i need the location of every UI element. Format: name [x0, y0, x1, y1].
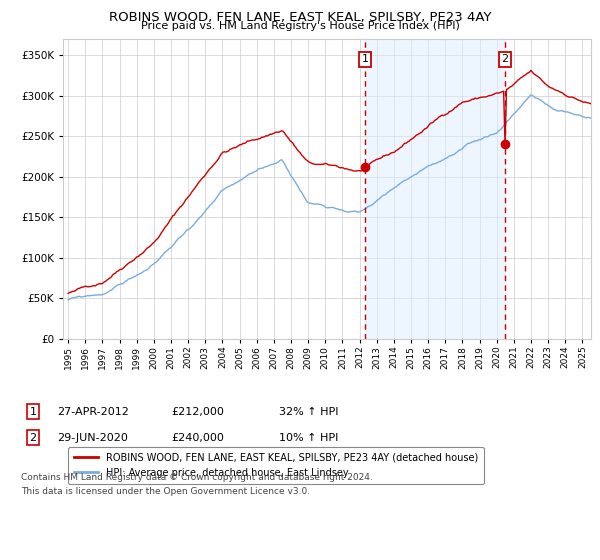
- Text: £212,000: £212,000: [171, 407, 224, 417]
- Text: 32% ↑ HPI: 32% ↑ HPI: [279, 407, 338, 417]
- Text: ROBINS WOOD, FEN LANE, EAST KEAL, SPILSBY, PE23 4AY: ROBINS WOOD, FEN LANE, EAST KEAL, SPILSB…: [109, 11, 491, 24]
- Legend: ROBINS WOOD, FEN LANE, EAST KEAL, SPILSBY, PE23 4AY (detached house), HPI: Avera: ROBINS WOOD, FEN LANE, EAST KEAL, SPILSB…: [68, 447, 484, 483]
- Text: 2: 2: [502, 54, 509, 64]
- Text: This data is licensed under the Open Government Licence v3.0.: This data is licensed under the Open Gov…: [21, 487, 310, 496]
- Text: 10% ↑ HPI: 10% ↑ HPI: [279, 433, 338, 443]
- Text: £240,000: £240,000: [171, 433, 224, 443]
- Text: 1: 1: [29, 407, 37, 417]
- Text: 27-APR-2012: 27-APR-2012: [57, 407, 129, 417]
- Text: Price paid vs. HM Land Registry's House Price Index (HPI): Price paid vs. HM Land Registry's House …: [140, 21, 460, 31]
- Text: Contains HM Land Registry data © Crown copyright and database right 2024.: Contains HM Land Registry data © Crown c…: [21, 473, 373, 482]
- Text: 2: 2: [29, 433, 37, 443]
- Text: 29-JUN-2020: 29-JUN-2020: [57, 433, 128, 443]
- Text: 1: 1: [362, 54, 368, 64]
